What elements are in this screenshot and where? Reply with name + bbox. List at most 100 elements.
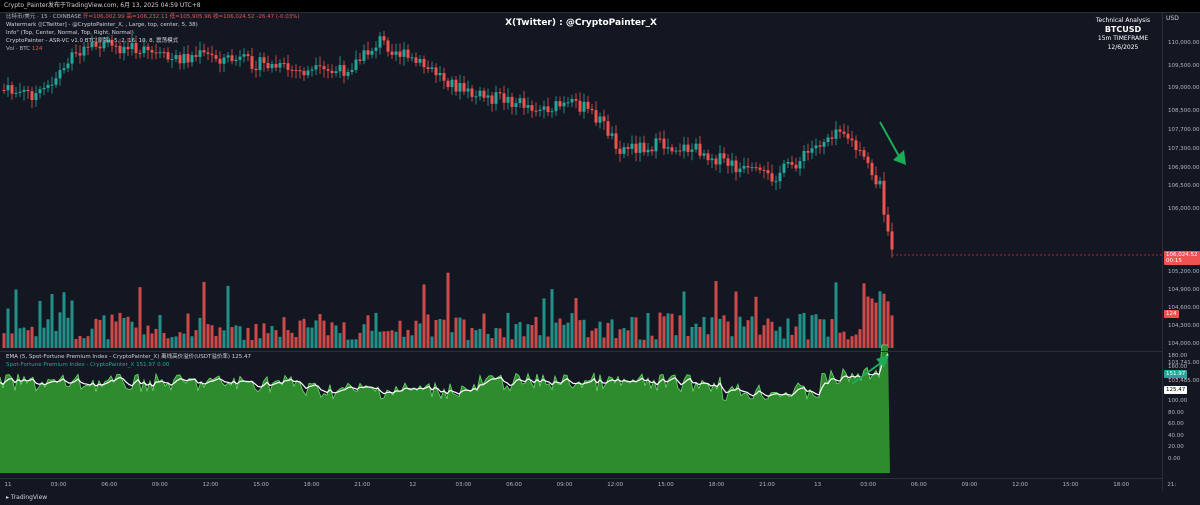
candle-body [586,101,590,109]
volume-bar [382,331,386,348]
candle-body [110,39,114,46]
volume-bar [562,324,566,348]
legend-row-watermark[interactable]: Watermark ([CTwitter] - @CryptoPainter_X… [6,22,198,28]
candle-body [238,56,242,60]
candle-body [866,156,870,163]
volume-bar [842,331,846,348]
volume-bar [710,317,714,348]
volume-bar [886,301,890,348]
volume-bar [98,319,102,348]
volume-bar [598,321,602,348]
time-tick: 09:00 [556,482,573,488]
time-tick: 06:00 [910,482,927,488]
candle-body [90,42,94,48]
legend-row-info[interactable]: Info" (Top, Center, Normal, Top, Right, … [6,30,134,36]
volume-bar [250,339,254,348]
candle-body [878,180,882,185]
candle-body [474,96,478,98]
volume-bar [466,339,470,348]
candle-body [254,68,258,71]
time-tick: 13 [814,482,822,488]
candle-body [486,95,490,98]
volume-bar [666,313,670,348]
candle-body [694,143,698,150]
candle-body [542,106,546,110]
volume-bar [646,313,650,348]
volume-bar [70,300,74,348]
volume-bar [686,335,690,348]
candle-body [794,164,798,169]
candle-body [862,150,866,157]
volume-bar [290,332,294,348]
candle-body [490,95,494,104]
volume-bar [770,321,774,348]
volume-bar [746,320,750,348]
volume-bar [62,292,66,348]
volume-bar [658,312,662,348]
volume-bar [694,323,698,348]
volume-bar [834,282,838,348]
candle-body [446,80,450,88]
window-titlebar: Crypto_Painter发布于TradingView.com, 6月 13,… [0,0,1200,13]
candle-body [618,148,622,154]
volume-bar [798,314,802,348]
candle-body [58,70,62,79]
volume-bar [402,336,406,348]
candle-body [230,55,234,62]
legend-symbol[interactable]: 比特币/美元 · 15 · COINBASE [6,14,82,20]
currency-label[interactable]: USD [1166,15,1179,22]
candle-body [298,70,302,72]
oscillator-tick: 160.00 [1168,364,1188,370]
volume-bar [538,335,542,348]
time-tick: 15:00 [657,482,674,488]
volume-bar [470,327,474,348]
time-axis[interactable] [0,478,1162,493]
candle-body [386,40,390,52]
candle-body [538,109,542,111]
candle-body [530,105,534,111]
oscillator-legend-index[interactable]: Spot-Fortune Premium Index - CryptoPaint… [6,362,170,368]
volume-bar [150,333,154,348]
legend-row-asr[interactable]: CryptoPainter - ASR-VC v1.0 BTC(原版), 5, … [6,38,179,44]
candle-body [734,160,738,173]
candle-body [478,90,482,97]
volume-bar [642,339,646,348]
price-tick: 104,600.00 [1168,305,1200,311]
candle-body [822,142,826,147]
candle-body [630,143,634,149]
time-tick: 11 [4,482,12,488]
price-tick: 109,500.00 [1168,63,1200,69]
volume-bar [110,314,114,348]
price-tick: 107,300.00 [1168,146,1200,152]
candle-body [430,67,434,70]
up-arrow-shaft [851,361,883,385]
candle-body [830,137,834,139]
volume-bar [874,302,878,348]
brand-label: TradingView [10,494,48,501]
candle-body [86,46,90,48]
down-arrow-icon [893,150,906,165]
candle-body [174,55,178,60]
volume-bar [270,326,274,348]
candle-body [806,150,810,153]
tradingview-logo[interactable]: ▸ TradingView [6,494,48,501]
pane-separator[interactable] [0,351,1162,352]
time-tick: 06:00 [506,482,522,488]
oscillator-legend-ema[interactable]: EMA (5, Spot-Fortune Premium Index - Cry… [6,354,251,360]
volume-bar [214,336,218,348]
candle-body [646,149,650,153]
candle-body [194,55,198,57]
candle-body [526,105,530,108]
legend-volume-label[interactable]: Vol · BTC [6,46,31,52]
volume-bar [282,317,286,348]
price-tick: 108,500.00 [1168,108,1200,114]
candle-body [222,57,226,64]
volume-bar [126,316,130,348]
volume-bar [854,334,858,348]
candle-body [730,160,734,166]
candle-body [738,168,742,173]
premium-index-area [0,345,890,473]
volume-bar [718,318,722,348]
candle-body [654,138,658,152]
